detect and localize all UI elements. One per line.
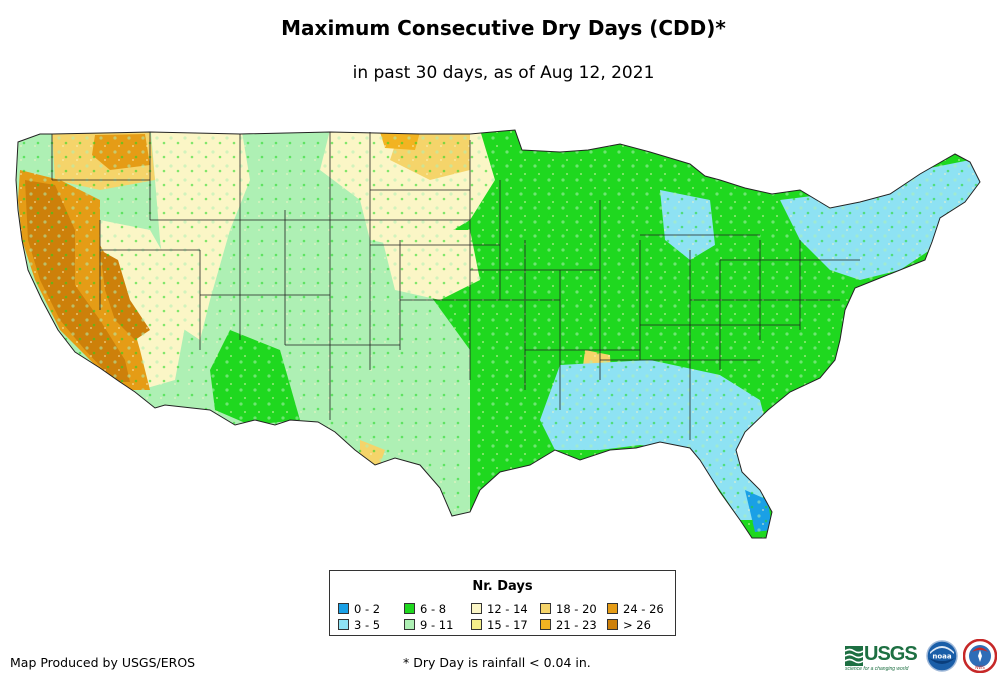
legend-item: 3 - 5 (338, 619, 380, 631)
legend-item: 12 - 14 (471, 603, 528, 615)
legend-item: 15 - 17 (471, 619, 528, 631)
noaa-logo-text: noaa (932, 653, 952, 661)
nws-logo-icon: NWS (963, 639, 997, 673)
legend-label: 0 - 2 (354, 602, 381, 616)
legend-item: 24 - 26 (607, 603, 664, 615)
cdd-raster (16, 130, 980, 538)
legend-item: 6 - 8 (404, 603, 446, 615)
map-subtitle: in past 30 days, as of Aug 12, 2021 (352, 63, 655, 83)
legend-label: 12 - 14 (487, 602, 528, 616)
legend-label: 18 - 20 (556, 602, 597, 616)
state-borders (51, 132, 860, 440)
usgs-wave-icon (845, 646, 863, 666)
legend-swatch (540, 603, 551, 614)
legend-swatch (540, 619, 551, 630)
legend-swatch (338, 603, 349, 614)
noaa-logo-icon: noaa (926, 640, 958, 672)
legend-label: 6 - 8 (420, 602, 447, 616)
legend-swatch (404, 603, 415, 614)
legend-label: 21 - 23 (556, 618, 597, 632)
legend-swatch (607, 619, 618, 630)
dry-day-footnote: * Dry Day is rainfall < 0.04 in. (403, 655, 591, 670)
legend-title: Nr. Days (472, 579, 533, 594)
legend: Nr. Days 0 - 2 3 - 5 6 - 8 9 - 11 12 - 1… (329, 570, 676, 636)
texture-overlay (16, 130, 980, 538)
legend-swatch (471, 619, 482, 630)
legend-swatch (607, 603, 618, 614)
legend-label: 9 - 11 (420, 618, 454, 632)
map-title: Maximum Consecutive Dry Days (CDD)* (281, 16, 726, 40)
usgs-logo: USGS science for a changing world (845, 643, 918, 672)
legend-item: 18 - 20 (540, 603, 597, 615)
legend-item: > 26 (607, 619, 651, 631)
legend-item: 21 - 23 (540, 619, 597, 631)
legend-label: > 26 (623, 618, 651, 632)
legend-label: 3 - 5 (354, 618, 381, 632)
map-credit: Map Produced by USGS/EROS (10, 655, 196, 670)
legend-swatch (338, 619, 349, 630)
nws-logo-text: NWS (975, 665, 985, 670)
legend-item: 9 - 11 (404, 619, 453, 631)
legend-swatch (471, 603, 482, 614)
legend-swatch (404, 619, 415, 630)
usgs-wordmark: USGS (864, 643, 918, 665)
usgs-tagline: science for a changing world (845, 666, 909, 672)
legend-label: 24 - 26 (623, 602, 664, 616)
cdd-map (15, 129, 981, 539)
legend-item: 0 - 2 (338, 603, 380, 615)
legend-label: 15 - 17 (487, 618, 528, 632)
